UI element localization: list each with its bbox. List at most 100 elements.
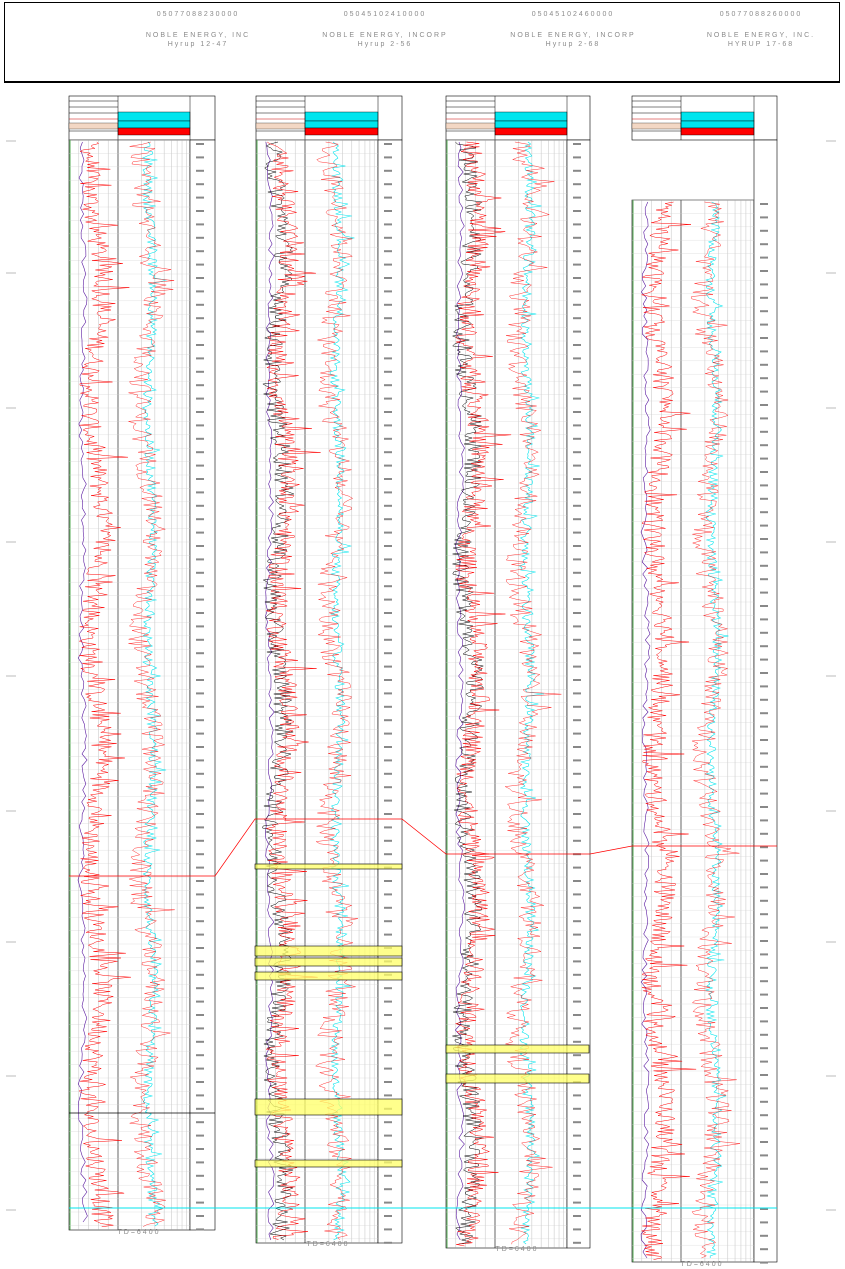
depth-tick-mark bbox=[196, 558, 204, 561]
depth-tick-mark bbox=[384, 1014, 392, 1016]
depth-tick-mark bbox=[196, 223, 204, 226]
depth-tick-mark bbox=[384, 692, 392, 695]
depth-tick-mark bbox=[384, 652, 392, 655]
depth-tick-mark bbox=[760, 966, 768, 969]
depth-tick-mark bbox=[196, 705, 204, 708]
highlighted-interval bbox=[254, 863, 403, 870]
depth-tick-mark bbox=[196, 156, 204, 159]
depth-tick-mark bbox=[196, 933, 204, 936]
depth-tick-mark bbox=[573, 759, 581, 762]
margin-depth-tick bbox=[6, 272, 16, 274]
depth-tick-mark bbox=[573, 1107, 581, 1110]
depth-tick-mark bbox=[196, 826, 204, 829]
depth-tick-mark bbox=[196, 571, 204, 574]
depth-tick-mark bbox=[760, 859, 768, 862]
depth-tick-mark bbox=[196, 759, 204, 762]
depth-tick-mark bbox=[196, 732, 204, 735]
depth-tick-mark bbox=[760, 1221, 768, 1224]
depth-tick-mark bbox=[196, 1014, 204, 1016]
depth-tick-mark bbox=[196, 491, 204, 494]
depth-tick-mark bbox=[196, 839, 204, 842]
margin-depth-tick bbox=[826, 810, 836, 812]
depth-tick-mark bbox=[760, 806, 768, 808]
depth-tick-mark bbox=[573, 451, 581, 454]
resistivity-header bbox=[494, 120, 568, 129]
depth-tick-mark bbox=[573, 303, 581, 306]
density-curve bbox=[451, 141, 484, 1245]
margin-depth-tick bbox=[6, 541, 16, 543]
depth-tick-mark bbox=[760, 605, 768, 607]
sp-curve bbox=[454, 141, 465, 1241]
depth-tick-mark bbox=[384, 1040, 392, 1043]
depth-tick-mark bbox=[573, 933, 581, 936]
depth-tick-mark bbox=[384, 183, 392, 186]
depth-tick-mark bbox=[196, 357, 204, 360]
depth-tick-mark bbox=[573, 598, 581, 601]
resistivity-header bbox=[117, 111, 191, 122]
depth-tick-mark bbox=[760, 591, 768, 594]
depth-tick-mark bbox=[760, 323, 768, 326]
depth-tick-mark bbox=[760, 564, 768, 567]
td-label-2: TD=6400 bbox=[306, 1241, 350, 1248]
depth-tick-mark bbox=[196, 786, 204, 789]
depth-tick-mark bbox=[573, 464, 581, 467]
depth-tick-mark bbox=[760, 645, 768, 648]
depth-tick-mark bbox=[384, 344, 392, 346]
depth-tick-mark bbox=[196, 799, 204, 802]
depth-tick-mark bbox=[760, 792, 768, 795]
depth-tick-mark bbox=[573, 424, 581, 427]
depth-tick-mark bbox=[384, 920, 392, 923]
depth-tick-mark bbox=[196, 344, 204, 346]
depth-tick-mark bbox=[573, 1040, 581, 1043]
margin-depth-tick bbox=[826, 407, 836, 409]
depth-tick-mark bbox=[384, 746, 392, 748]
depth-tick-mark bbox=[760, 457, 768, 460]
well-api: 05077088260000 bbox=[719, 11, 803, 18]
depth-tick-mark bbox=[196, 290, 204, 293]
depth-tick-mark bbox=[196, 1121, 204, 1124]
depth-tick-mark bbox=[196, 196, 204, 199]
depth-tick-mark bbox=[196, 451, 204, 454]
depth-tick-mark bbox=[196, 652, 204, 655]
sp-curve bbox=[77, 141, 88, 1223]
depth-tick-mark bbox=[384, 451, 392, 454]
depth-tick-mark bbox=[573, 652, 581, 655]
depth-tick-mark bbox=[384, 518, 392, 521]
depth-tick-mark bbox=[573, 1121, 581, 1124]
depth-tick-mark bbox=[760, 484, 768, 487]
depth-tick-mark bbox=[196, 236, 204, 239]
depth-tick-mark bbox=[384, 665, 392, 668]
depth-tick-mark bbox=[760, 337, 768, 339]
td-label-4: TD=6400 bbox=[680, 1261, 724, 1268]
depth-tick-mark bbox=[384, 1148, 392, 1150]
depth-tick-mark bbox=[196, 384, 204, 387]
depth-tick-mark bbox=[384, 759, 392, 762]
depth-tick-mark bbox=[384, 732, 392, 735]
depth-tick-mark bbox=[573, 1067, 581, 1070]
depth-tick-mark bbox=[760, 725, 768, 728]
depth-tick-mark bbox=[384, 223, 392, 226]
header-frame bbox=[4, 2, 840, 82]
depth-tick-mark bbox=[573, 437, 581, 440]
log-header-fill bbox=[445, 122, 496, 130]
depth-tick-mark bbox=[384, 585, 392, 588]
depth-tick-mark bbox=[573, 344, 581, 346]
depth-tick-mark bbox=[573, 236, 581, 239]
depth-tick-mark bbox=[760, 1060, 768, 1063]
margin-depth-tick bbox=[6, 810, 16, 812]
depth-tick-mark bbox=[384, 437, 392, 440]
depth-tick-mark bbox=[384, 1134, 392, 1137]
highlighted-interval bbox=[254, 1098, 403, 1116]
depth-tick-mark bbox=[760, 256, 768, 259]
depth-tick-mark bbox=[573, 947, 581, 949]
gamma-ray-curve bbox=[265, 141, 321, 1240]
margin-depth-tick bbox=[826, 541, 836, 543]
depth-tick-mark bbox=[760, 1154, 768, 1157]
depth-tick-mark bbox=[196, 772, 204, 775]
depth-tick-mark bbox=[196, 1134, 204, 1137]
gamma-ray-curve bbox=[78, 141, 132, 1228]
depth-tick-mark bbox=[573, 920, 581, 923]
depth-tick-mark bbox=[196, 893, 204, 896]
gamma-ray-curve bbox=[454, 141, 512, 1247]
depth-tick-mark bbox=[573, 169, 581, 172]
